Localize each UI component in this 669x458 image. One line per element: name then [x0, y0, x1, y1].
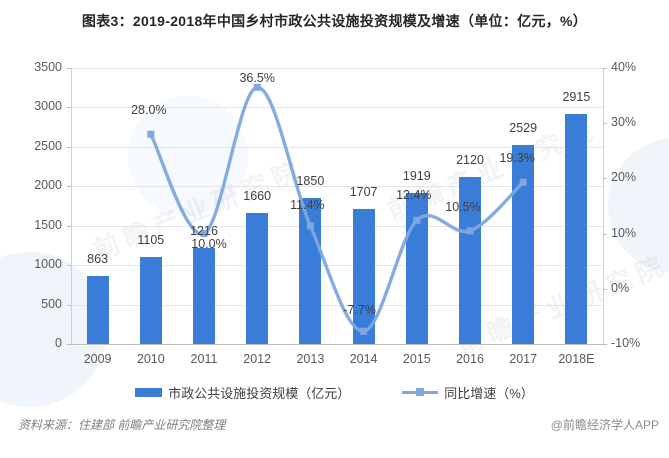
investment-bar-2011 — [193, 248, 215, 344]
legend-label-growth: 同比增速（%） — [444, 386, 534, 401]
right-axis-tick — [603, 68, 607, 69]
left-axis-tick — [67, 68, 71, 69]
x-axis-category-label: 2014 — [349, 352, 378, 366]
investment-bar-2012 — [246, 213, 269, 344]
left-axis-tick-label: 1000 — [34, 257, 62, 272]
bar-value-label: 2529 — [509, 120, 538, 135]
left-axis-tick — [67, 186, 71, 188]
x-axis-category-label: 2009 — [83, 352, 112, 366]
left-axis-tick-label: 2000 — [34, 178, 62, 193]
right-axis-tick-label: 10% — [611, 225, 637, 240]
investment-bar-2017 — [512, 144, 535, 344]
credit-text: @前瞻经济学人APP — [550, 418, 659, 432]
bar-value-label: 1105 — [137, 232, 165, 247]
bar-value-label: 1660 — [243, 189, 272, 204]
secondary-y-axis-line — [603, 68, 604, 344]
line-value-label: 19.3% — [499, 151, 535, 166]
investment-bar-2010 — [139, 256, 162, 344]
right-axis-tick-label: -10% — [611, 336, 641, 350]
x-axis-category-label: 2016 — [456, 352, 484, 366]
left-axis-tick — [67, 225, 71, 227]
investment-bar-2018E — [565, 114, 588, 344]
left-axis-tick — [67, 304, 71, 306]
right-axis-tick — [603, 123, 607, 125]
right-axis-tick-label: 20% — [611, 170, 637, 185]
y-axis-line — [71, 68, 72, 344]
investment-bar-2009 — [86, 275, 109, 344]
left-axis-tick-label: 3000 — [34, 99, 62, 114]
x-axis-category-label: 2018E — [558, 352, 595, 366]
right-axis-tick-label: 30% — [611, 115, 637, 130]
bar-series-swatch-icon — [135, 388, 163, 397]
bar-value-label: 2120 — [456, 152, 484, 167]
right-axis-tick-label: 0% — [611, 280, 630, 295]
x-axis-category-label: 2017 — [509, 352, 538, 366]
legend-label-investment: 市政公共设施投资规模（亿元） — [168, 386, 351, 401]
gridline — [71, 68, 603, 69]
left-axis-tick-label: 3500 — [34, 60, 62, 74]
x-axis-line — [71, 344, 603, 345]
right-axis-tick — [603, 344, 607, 345]
right-axis-tick — [603, 178, 607, 180]
bar-value-label: 863 — [87, 251, 109, 266]
line-value-label: -7.7% — [343, 303, 376, 318]
line-value-label: 11.4% — [290, 197, 325, 212]
bar-value-label: 2915 — [562, 90, 591, 105]
right-axis-tick — [603, 233, 607, 235]
left-axis-tick-label: 0 — [55, 336, 62, 350]
investment-bar-2015 — [405, 192, 428, 344]
right-axis-tick — [603, 288, 607, 290]
line-series-swatch-icon — [402, 388, 439, 397]
investment-bar-2013 — [299, 198, 322, 344]
left-axis-tick — [67, 265, 71, 267]
right-axis-tick-label: 40% — [611, 60, 637, 74]
left-axis-tick — [67, 146, 71, 148]
bar-value-label: 1850 — [296, 174, 325, 189]
left-axis-tick — [67, 344, 71, 345]
line-value-label: 12.4% — [396, 188, 432, 203]
x-axis-category-label: 2011 — [190, 352, 218, 366]
line-value-label: 10.5% — [445, 199, 481, 214]
chart-title: 图表3：2019-2018年中国乡村市政公共设施投资规模及增速（单位：亿元，%） — [81, 13, 588, 29]
x-axis-category-label: 2010 — [136, 352, 165, 366]
chart-legend: 市政公共设施投资规模（亿元） 同比增速（%） — [0, 383, 669, 402]
x-axis-category-label: 2012 — [243, 352, 272, 366]
bar-value-label: 1919 — [402, 168, 431, 183]
line-value-label: 10.0% — [191, 236, 227, 251]
left-axis-tick — [67, 107, 71, 109]
left-axis-tick-label: 2500 — [34, 138, 62, 153]
data-source-text: 资料来源：住建部 前瞻产业研究院整理 — [18, 418, 226, 432]
x-axis-category-label: 2013 — [296, 352, 325, 366]
investment-bar-2014 — [352, 209, 375, 344]
line-value-label: 28.0% — [131, 103, 167, 118]
left-axis-tick-label: 1500 — [34, 217, 62, 232]
bar-value-label: 1707 — [349, 185, 378, 200]
legend-item-growth-line: 同比增速（%） — [402, 383, 534, 402]
legend-item-investment-bars: 市政公共设施投资规模（亿元） — [135, 383, 350, 402]
line-value-label: 36.5% — [239, 71, 275, 86]
chart-footer: 资料来源：住建部 前瞻产业研究院整理 @前瞻经济学人APP — [18, 416, 659, 433]
left-axis-tick-label: 500 — [41, 296, 62, 311]
x-axis-category-label: 2015 — [402, 352, 431, 366]
